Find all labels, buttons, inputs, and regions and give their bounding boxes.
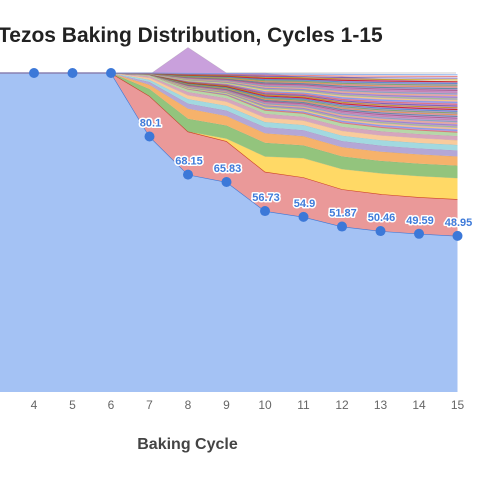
x-tick-label-7: 7 — [146, 398, 153, 412]
data-label-10: 56.73 — [252, 192, 280, 204]
x-tick-label-10: 10 — [258, 398, 272, 412]
series-line-5 — [0, 72, 458, 151]
data-point-14 — [414, 228, 424, 239]
area-series-4 — [0, 73, 458, 166]
x-tick-label-5: 5 — [69, 398, 76, 412]
data-point-10 — [260, 206, 270, 217]
data-label-7: 80.1 — [140, 117, 161, 129]
data-label-13: 50.46 — [368, 212, 396, 224]
x-tick-label-6: 6 — [108, 398, 115, 412]
data-label-12: 51.87 — [329, 208, 357, 220]
data-label-11: 54.9 — [294, 198, 315, 210]
data-label-15: 48.95 — [445, 217, 473, 229]
area-series-1 — [0, 73, 458, 236]
data-point-13 — [375, 226, 386, 237]
x-tick-label-11: 11 — [297, 398, 310, 412]
data-labels: 80.1 68.15 65.83 56.73 54.9 51.87 50.46 49.59 48… — [138, 116, 473, 230]
area-series-3 — [0, 73, 458, 179]
data-point-12 — [337, 221, 347, 232]
area-series-5 — [0, 73, 458, 157]
x-tick-label-13: 13 — [374, 398, 388, 412]
data-point-7 — [144, 131, 155, 142]
data-points — [29, 68, 463, 241]
x-axis-title: Baking Cycle — [137, 436, 238, 453]
data-point-15 — [452, 230, 463, 241]
data-point-11 — [298, 211, 309, 222]
x-tick-label-14: 14 — [412, 398, 426, 412]
data-point-4 — [29, 68, 39, 78]
x-tick-label-12: 12 — [335, 398, 349, 412]
data-label-8: 68.15 — [175, 156, 203, 168]
data-point-8 — [183, 169, 193, 180]
area-series — [0, 47, 458, 392]
x-tick-label-8: 8 — [185, 398, 192, 412]
thin-bands — [0, 72, 458, 133]
thin-band-33 — [0, 72, 458, 76]
area-series-7 — [0, 73, 458, 145]
data-point-6 — [106, 68, 116, 78]
x-tick-label-9: 9 — [223, 398, 230, 412]
x-tick-label-15: 15 — [451, 398, 465, 412]
area-series-2 — [0, 73, 458, 200]
data-label-9: 65.83 — [214, 163, 242, 175]
area-series-0 — [0, 73, 458, 392]
data-label-14: 49.59 — [406, 215, 434, 227]
x-tick-labels: 4 5 6 7 8 9 10 11 12 13 14 15 — [31, 398, 465, 412]
series-line-0 — [0, 72, 458, 237]
chart-title: Tezos Baking Distribution, Cycles 1-15 — [0, 24, 383, 47]
data-point-5 — [67, 68, 78, 78]
data-point-9 — [221, 177, 232, 188]
area-series-6 — [0, 73, 458, 151]
x-tick-label-4: 4 — [31, 398, 38, 412]
